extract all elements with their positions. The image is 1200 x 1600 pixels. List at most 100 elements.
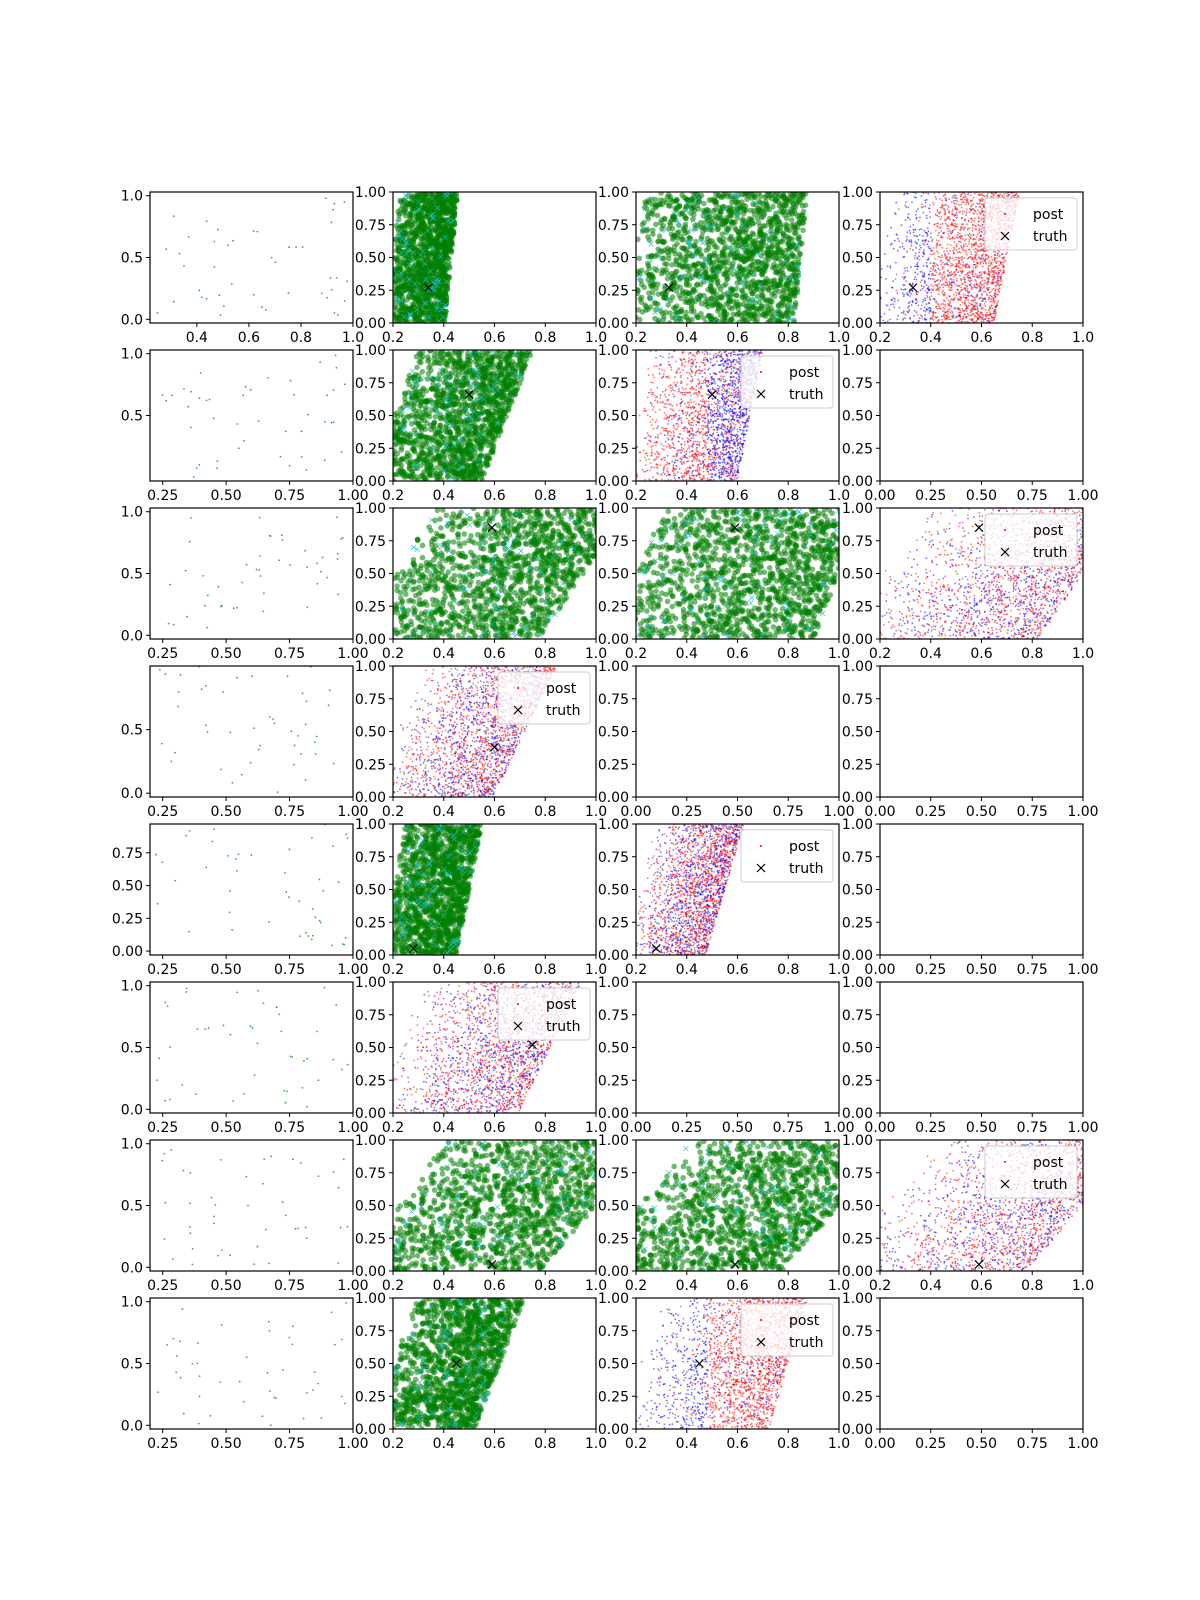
posterior-point xyxy=(893,300,896,303)
posterior-point xyxy=(947,299,950,302)
posterior-point xyxy=(683,280,690,287)
sample-cross xyxy=(782,258,789,264)
posterior-point xyxy=(653,306,659,313)
posterior-point xyxy=(996,254,999,257)
posterior-point xyxy=(947,206,950,209)
posterior-point xyxy=(769,298,775,305)
posterior-point xyxy=(654,267,660,274)
posterior-point xyxy=(420,215,426,222)
y-tick-label: 0.00 xyxy=(355,316,386,332)
posterior-point xyxy=(958,204,960,206)
posterior-point xyxy=(448,229,454,235)
posterior-point xyxy=(394,241,400,248)
posterior-point xyxy=(970,245,973,248)
posterior-point xyxy=(893,306,895,309)
posterior-point xyxy=(915,298,917,301)
posterior-point xyxy=(429,317,435,323)
posterior-point xyxy=(1003,193,1005,196)
posterior-point xyxy=(794,279,801,285)
posterior-point xyxy=(943,313,946,316)
sample-cross xyxy=(406,261,412,268)
posterior-point xyxy=(913,309,916,312)
posterior-point xyxy=(659,238,666,244)
posterior-point xyxy=(703,301,709,308)
posterior-point xyxy=(982,253,985,256)
posterior-point xyxy=(739,287,745,294)
posterior-point xyxy=(393,223,400,229)
posterior-point xyxy=(972,266,975,269)
posterior-point xyxy=(946,311,949,313)
posterior-point xyxy=(942,299,945,302)
posterior-point xyxy=(941,318,944,321)
posterior-point xyxy=(1014,194,1017,196)
posterior-point xyxy=(960,223,963,226)
posterior-point xyxy=(930,274,933,277)
posterior-point xyxy=(966,201,968,204)
posterior-point xyxy=(941,256,943,259)
posterior-point xyxy=(903,284,906,286)
posterior-point xyxy=(924,205,927,208)
posterior-point xyxy=(904,317,906,320)
posterior-point xyxy=(740,301,747,308)
posterior-point xyxy=(752,201,759,208)
sample-cross xyxy=(698,274,705,281)
sample-cross xyxy=(429,215,436,221)
posterior-point xyxy=(942,286,945,289)
posterior-point xyxy=(941,266,944,268)
sample-cross xyxy=(665,296,671,303)
posterior-point xyxy=(993,294,995,296)
posterior-point xyxy=(921,240,924,242)
posterior-point xyxy=(1001,194,1004,197)
sample-cross xyxy=(416,206,422,212)
posterior-point xyxy=(946,227,949,230)
posterior-point xyxy=(794,246,800,253)
prior-point xyxy=(274,261,277,264)
posterior-point xyxy=(928,207,931,210)
subplot-r1-c2: 0.2 0.4 0.6 0.8 1.00.000.250.500.751.00 xyxy=(355,185,607,346)
sample-cross xyxy=(689,201,696,207)
sample-cross xyxy=(648,195,655,202)
posterior-point xyxy=(935,247,938,249)
posterior-point xyxy=(907,306,909,309)
posterior-point xyxy=(978,282,981,285)
posterior-point xyxy=(938,319,940,321)
posterior-point xyxy=(917,290,919,293)
posterior-point xyxy=(948,211,951,214)
posterior-point xyxy=(986,311,988,314)
posterior-point xyxy=(980,219,982,222)
posterior-point xyxy=(922,264,925,267)
sample-cross xyxy=(417,252,424,258)
posterior-point xyxy=(780,236,787,242)
posterior-point xyxy=(948,258,951,261)
sample-cross xyxy=(398,298,404,304)
posterior-point xyxy=(932,274,935,277)
posterior-point xyxy=(997,300,1000,303)
posterior-point xyxy=(950,286,953,289)
posterior-point xyxy=(917,219,920,222)
posterior-point xyxy=(652,253,659,260)
posterior-point xyxy=(904,204,906,207)
posterior-point xyxy=(997,271,1000,274)
posterior-point xyxy=(966,253,968,256)
posterior-point xyxy=(970,314,973,317)
posterior-point xyxy=(980,283,983,286)
y-tick-label: 0.75 xyxy=(355,218,386,234)
posterior-point xyxy=(880,268,883,270)
posterior-point xyxy=(774,244,780,250)
posterior-point xyxy=(902,295,905,298)
sample-cross xyxy=(395,234,401,240)
posterior-point xyxy=(690,216,696,222)
posterior-point xyxy=(991,307,994,310)
posterior-point xyxy=(398,238,404,245)
posterior-point xyxy=(931,240,934,243)
sample-cross xyxy=(420,248,426,254)
posterior-point xyxy=(964,234,967,237)
sample-cross xyxy=(412,281,418,287)
posterior-point xyxy=(714,295,720,302)
posterior-point xyxy=(953,202,956,205)
posterior-point xyxy=(715,306,722,312)
posterior-point xyxy=(973,286,976,288)
posterior-point xyxy=(974,263,977,266)
x-tick-label: 1.0 xyxy=(342,330,364,346)
posterior-point xyxy=(999,269,1002,271)
